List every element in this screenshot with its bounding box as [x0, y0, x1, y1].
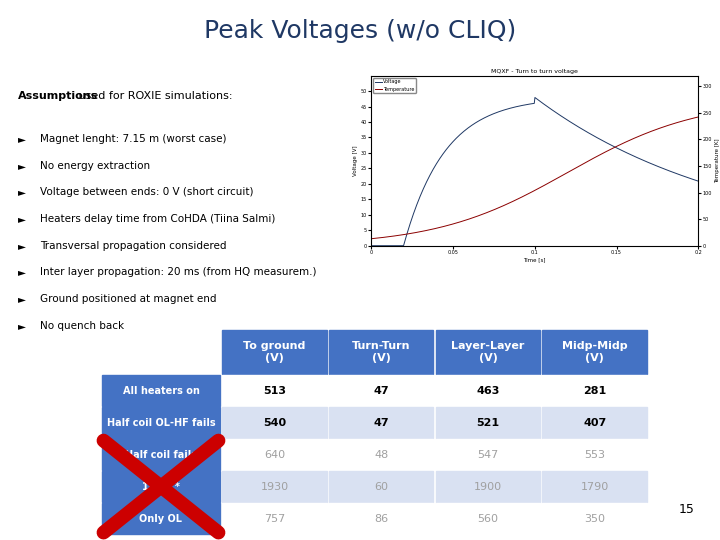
Bar	[542, 439, 647, 470]
Bar	[222, 330, 327, 374]
Bar	[329, 375, 433, 406]
Text: ►: ►	[18, 267, 26, 278]
Bar	[329, 471, 433, 502]
Text: Heaters delay time from CoHDA (Tiina Salmi): Heaters delay time from CoHDA (Tiina Sal…	[40, 214, 275, 224]
Bar	[102, 503, 220, 534]
Text: ►: ►	[18, 187, 26, 198]
Text: Magnet lenght: 7.15 m (worst case): Magnet lenght: 7.15 m (worst case)	[40, 134, 226, 144]
Text: 281: 281	[583, 386, 606, 395]
Text: Inter layer propagation: 20 ms (from HQ measurem.): Inter layer propagation: 20 ms (from HQ …	[40, 267, 316, 278]
Bar	[436, 471, 540, 502]
Text: No quench back: No quench back	[40, 321, 124, 330]
X-axis label: Time [s]: Time [s]	[523, 258, 546, 262]
Bar	[329, 407, 433, 438]
Text: Half coil fails: Half coil fails	[125, 450, 197, 460]
Text: 15: 15	[679, 503, 695, 516]
Text: 553: 553	[584, 450, 605, 460]
Text: 47: 47	[374, 386, 389, 395]
Bar	[222, 471, 327, 502]
Text: 757: 757	[264, 514, 285, 524]
Bar	[222, 375, 327, 406]
Text: 521: 521	[477, 417, 500, 428]
Text: 407: 407	[583, 417, 606, 428]
Bar	[436, 503, 540, 534]
Text: 463: 463	[476, 386, 500, 395]
Text: 547: 547	[477, 450, 498, 460]
Text: 1790: 1790	[580, 482, 609, 491]
Bar	[102, 407, 220, 438]
Text: Only OL: Only OL	[140, 514, 182, 524]
Text: Midp-Midp
(V): Midp-Midp (V)	[562, 341, 627, 363]
Y-axis label: Voltage [V]: Voltage [V]	[353, 145, 358, 176]
Text: 350: 350	[584, 514, 605, 524]
Text: ►: ►	[18, 134, 26, 144]
Bar	[436, 439, 540, 470]
Bar	[329, 503, 433, 534]
Text: 86: 86	[374, 514, 388, 524]
Bar	[329, 330, 433, 374]
Text: No energy extraction: No energy extraction	[40, 161, 150, 171]
Text: Voltage between ends: 0 V (short circuit): Voltage between ends: 0 V (short circuit…	[40, 187, 253, 198]
Text: 540: 540	[263, 417, 286, 428]
Bar	[542, 471, 647, 502]
Bar	[542, 330, 647, 374]
Text: ►: ►	[18, 214, 26, 224]
Title: MQXF - Turn to turn voltage: MQXF - Turn to turn voltage	[491, 69, 578, 74]
Text: Ground positioned at magnet end: Ground positioned at magnet end	[40, 294, 216, 304]
Text: ►: ►	[18, 241, 26, 251]
Y-axis label: Temperature [K]: Temperature [K]	[715, 138, 720, 183]
Bar	[222, 407, 327, 438]
Bar	[329, 439, 433, 470]
Text: 1900: 1900	[474, 482, 502, 491]
Bar	[436, 375, 540, 406]
Bar	[102, 471, 220, 502]
Text: used for ROXIE simulations:: used for ROXIE simulations:	[76, 91, 233, 101]
Text: Transversal propagation considered: Transversal propagation considered	[40, 241, 226, 251]
Text: 560: 560	[477, 514, 498, 524]
Text: 47: 47	[374, 417, 389, 428]
Bar	[542, 375, 647, 406]
Text: All heaters on: All heaters on	[122, 386, 199, 395]
Bar	[436, 330, 540, 374]
Text: Layer-Layer
(V): Layer-Layer (V)	[451, 341, 525, 363]
Text: To ground
(V): To ground (V)	[243, 341, 306, 363]
Text: 1 coil *: 1 coil *	[142, 482, 180, 491]
Bar	[222, 439, 327, 470]
Legend: Voltage, Temperature: Voltage, Temperature	[373, 78, 416, 93]
Text: Peak Voltages (w/o CLIQ): Peak Voltages (w/o CLIQ)	[204, 19, 516, 43]
Bar	[102, 439, 220, 470]
Bar	[222, 503, 327, 534]
Text: Half coil OL-HF fails: Half coil OL-HF fails	[107, 417, 215, 428]
Text: 513: 513	[263, 386, 286, 395]
Text: 60: 60	[374, 482, 388, 491]
Text: Assumptions: Assumptions	[18, 91, 98, 101]
Text: 48: 48	[374, 450, 388, 460]
Bar	[542, 407, 647, 438]
Text: 1930: 1930	[261, 482, 289, 491]
Text: 640: 640	[264, 450, 285, 460]
Bar	[436, 407, 540, 438]
Bar	[102, 375, 220, 406]
Bar	[542, 503, 647, 534]
Text: Turn-Turn
(V): Turn-Turn (V)	[352, 341, 410, 363]
Text: ►: ►	[18, 321, 26, 330]
Text: ►: ►	[18, 161, 26, 171]
Text: ►: ►	[18, 294, 26, 304]
